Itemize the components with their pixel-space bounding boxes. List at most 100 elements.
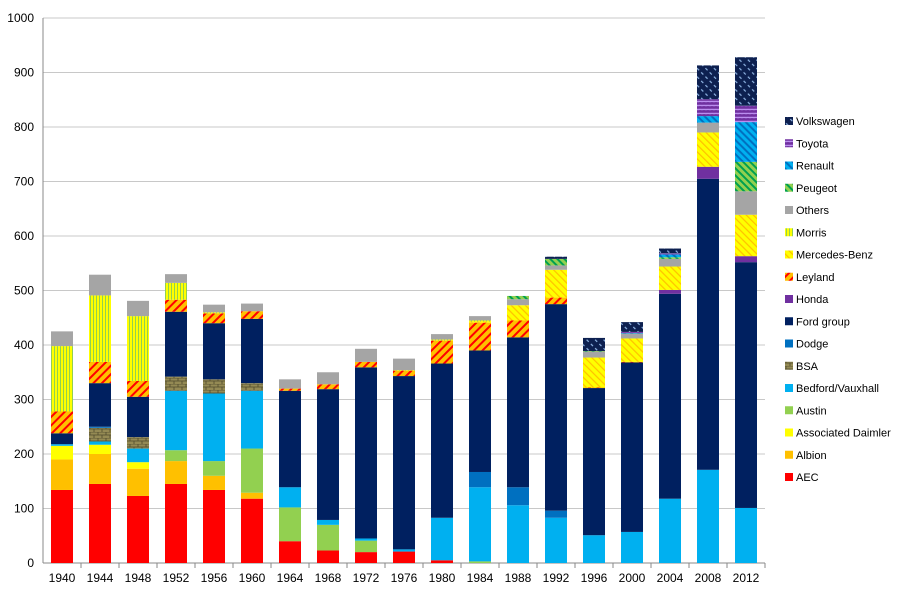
- x-axis: 1940 1944 1948 1952 1956 1960 1964 1968 1972 1976…: [49, 563, 766, 585]
- bar-segment-volkswagen: [583, 337, 605, 351]
- bar-segment-renault: [697, 116, 719, 123]
- bar-segment-bsa: [165, 376, 187, 391]
- legend-swatch: [785, 384, 793, 392]
- y-tick-label: 600: [14, 229, 34, 243]
- legend-label: Volkswagen: [796, 116, 855, 128]
- y-tick-label: 300: [14, 393, 34, 407]
- bar-segment-mercedes-benz: [469, 321, 491, 323]
- bar-segment-ford-group: [203, 323, 225, 380]
- bar-segment-bedford-vauxhall: [583, 535, 605, 563]
- y-tick-label: 200: [14, 447, 34, 461]
- bar-segment-mercedes-benz: [735, 214, 757, 257]
- bar-segment-renault: [621, 333, 643, 334]
- legend-label: Ford group: [796, 316, 850, 328]
- bar-segment-bedford-vauxhall: [127, 448, 149, 463]
- bar-segment-mercedes-benz: [659, 266, 681, 290]
- bar-segment-associated-daimler: [89, 444, 111, 454]
- bar-segment-bedford-vauxhall: [355, 538, 377, 541]
- y-axis: 0 100 200 300 400 500 600 700 800 900 1000: [7, 11, 34, 570]
- bar-segment-toyota: [735, 105, 757, 123]
- bar-segment-others: [583, 351, 605, 358]
- bar-segment-others: [735, 191, 757, 215]
- bar-segment-others: [621, 333, 643, 339]
- bar-segment-leyland: [241, 311, 263, 319]
- x-tick-label: 1976: [391, 571, 418, 585]
- x-tick-label: 2008: [695, 571, 722, 585]
- legend-swatch: [785, 317, 793, 326]
- x-tick-label: 1960: [239, 571, 266, 585]
- bar-segment-aec: [241, 498, 263, 563]
- bar-segment-ford-group: [355, 367, 377, 539]
- bar-segment-morris: [127, 316, 149, 381]
- x-tick-label: 1948: [125, 571, 152, 585]
- bar-segment-others: [393, 358, 415, 371]
- bar-segment-others: [241, 303, 263, 312]
- bar-segment-others: [89, 274, 111, 296]
- bar-segment-mercedes-benz: [583, 357, 605, 388]
- x-tick-label: 1956: [201, 571, 228, 585]
- bar-segment-bsa: [203, 379, 225, 394]
- bar-segment-others: [469, 316, 491, 321]
- bar-segment-morris: [165, 282, 187, 300]
- bar-segment-renault: [735, 122, 757, 162]
- bar-segment-morris: [89, 295, 111, 362]
- legend-swatch: [785, 406, 793, 415]
- bar-segment-bsa: [127, 437, 149, 449]
- bar-segment-aec: [203, 489, 225, 563]
- x-tick-label: 1964: [277, 571, 304, 585]
- y-tick-label: 400: [14, 338, 34, 352]
- legend-swatch: [785, 206, 793, 214]
- bar-segment-bedford-vauxhall: [545, 517, 567, 563]
- legend-swatch: [785, 361, 793, 370]
- legend-label: Others: [796, 205, 830, 217]
- bar-segment-volkswagen: [697, 65, 719, 100]
- legend-swatch: [785, 295, 793, 303]
- bar-segment-bedford-vauxhall: [51, 444, 73, 446]
- bar-segment-morris: [469, 320, 491, 322]
- bar-segment-peugeot: [735, 161, 757, 192]
- x-tick-label: 1980: [429, 571, 456, 585]
- bar-segment-others: [697, 122, 719, 133]
- y-tick-label: 100: [14, 502, 34, 516]
- legend-swatch: [785, 473, 793, 481]
- bar-segment-peugeot: [545, 258, 567, 266]
- bar-segment-leyland: [51, 411, 73, 434]
- x-tick-label: 1988: [505, 571, 532, 585]
- x-tick-label: 1996: [581, 571, 608, 585]
- legend-label: Dodge: [796, 339, 828, 351]
- x-tick-label: 2000: [619, 571, 646, 585]
- bar-segment-aec: [279, 541, 301, 563]
- bar-segment-toyota: [697, 99, 719, 117]
- bar-segment-leyland: [393, 370, 415, 377]
- bar-segment-aec: [393, 551, 415, 563]
- bar-segment-ford-group: [89, 383, 111, 427]
- bar-segment-albion: [127, 468, 149, 496]
- legend-label: Albion: [796, 450, 827, 462]
- bar-segment-ford-group: [507, 337, 529, 488]
- bar-segment-aec: [89, 483, 111, 563]
- bar-segment-aec: [317, 550, 339, 563]
- legend-swatch: [785, 139, 793, 148]
- bar-segment-bedford-vauxhall: [393, 549, 415, 552]
- bar-segment-leyland: [583, 387, 605, 389]
- x-tick-label: 1984: [467, 571, 494, 585]
- legend-swatch: [785, 450, 793, 459]
- bar-segment-volkswagen: [545, 256, 567, 259]
- bar-segment-peugeot: [583, 350, 605, 352]
- bar-segment-associated-daimler: [51, 445, 73, 460]
- legend-swatch: [785, 272, 793, 281]
- bar-segment-bsa: [89, 427, 111, 442]
- bar-segment-ford-group: [431, 363, 453, 518]
- x-tick-label: 1944: [87, 571, 114, 585]
- bar-segment-bedford-vauxhall: [621, 531, 643, 563]
- bar-segment-others: [51, 331, 73, 347]
- legend-label: Bedford/Vauxhall: [796, 383, 879, 395]
- bar-segment-bedford-vauxhall: [469, 487, 491, 562]
- bar-segment-aec: [431, 560, 453, 563]
- bar-segment-mercedes-benz: [507, 305, 529, 321]
- x-tick-label: 2004: [657, 571, 684, 585]
- bar-segment-bedford-vauxhall: [165, 390, 187, 451]
- legend-swatch: [785, 183, 793, 192]
- bar-segment-others: [127, 300, 149, 317]
- legend-swatch: [785, 339, 793, 348]
